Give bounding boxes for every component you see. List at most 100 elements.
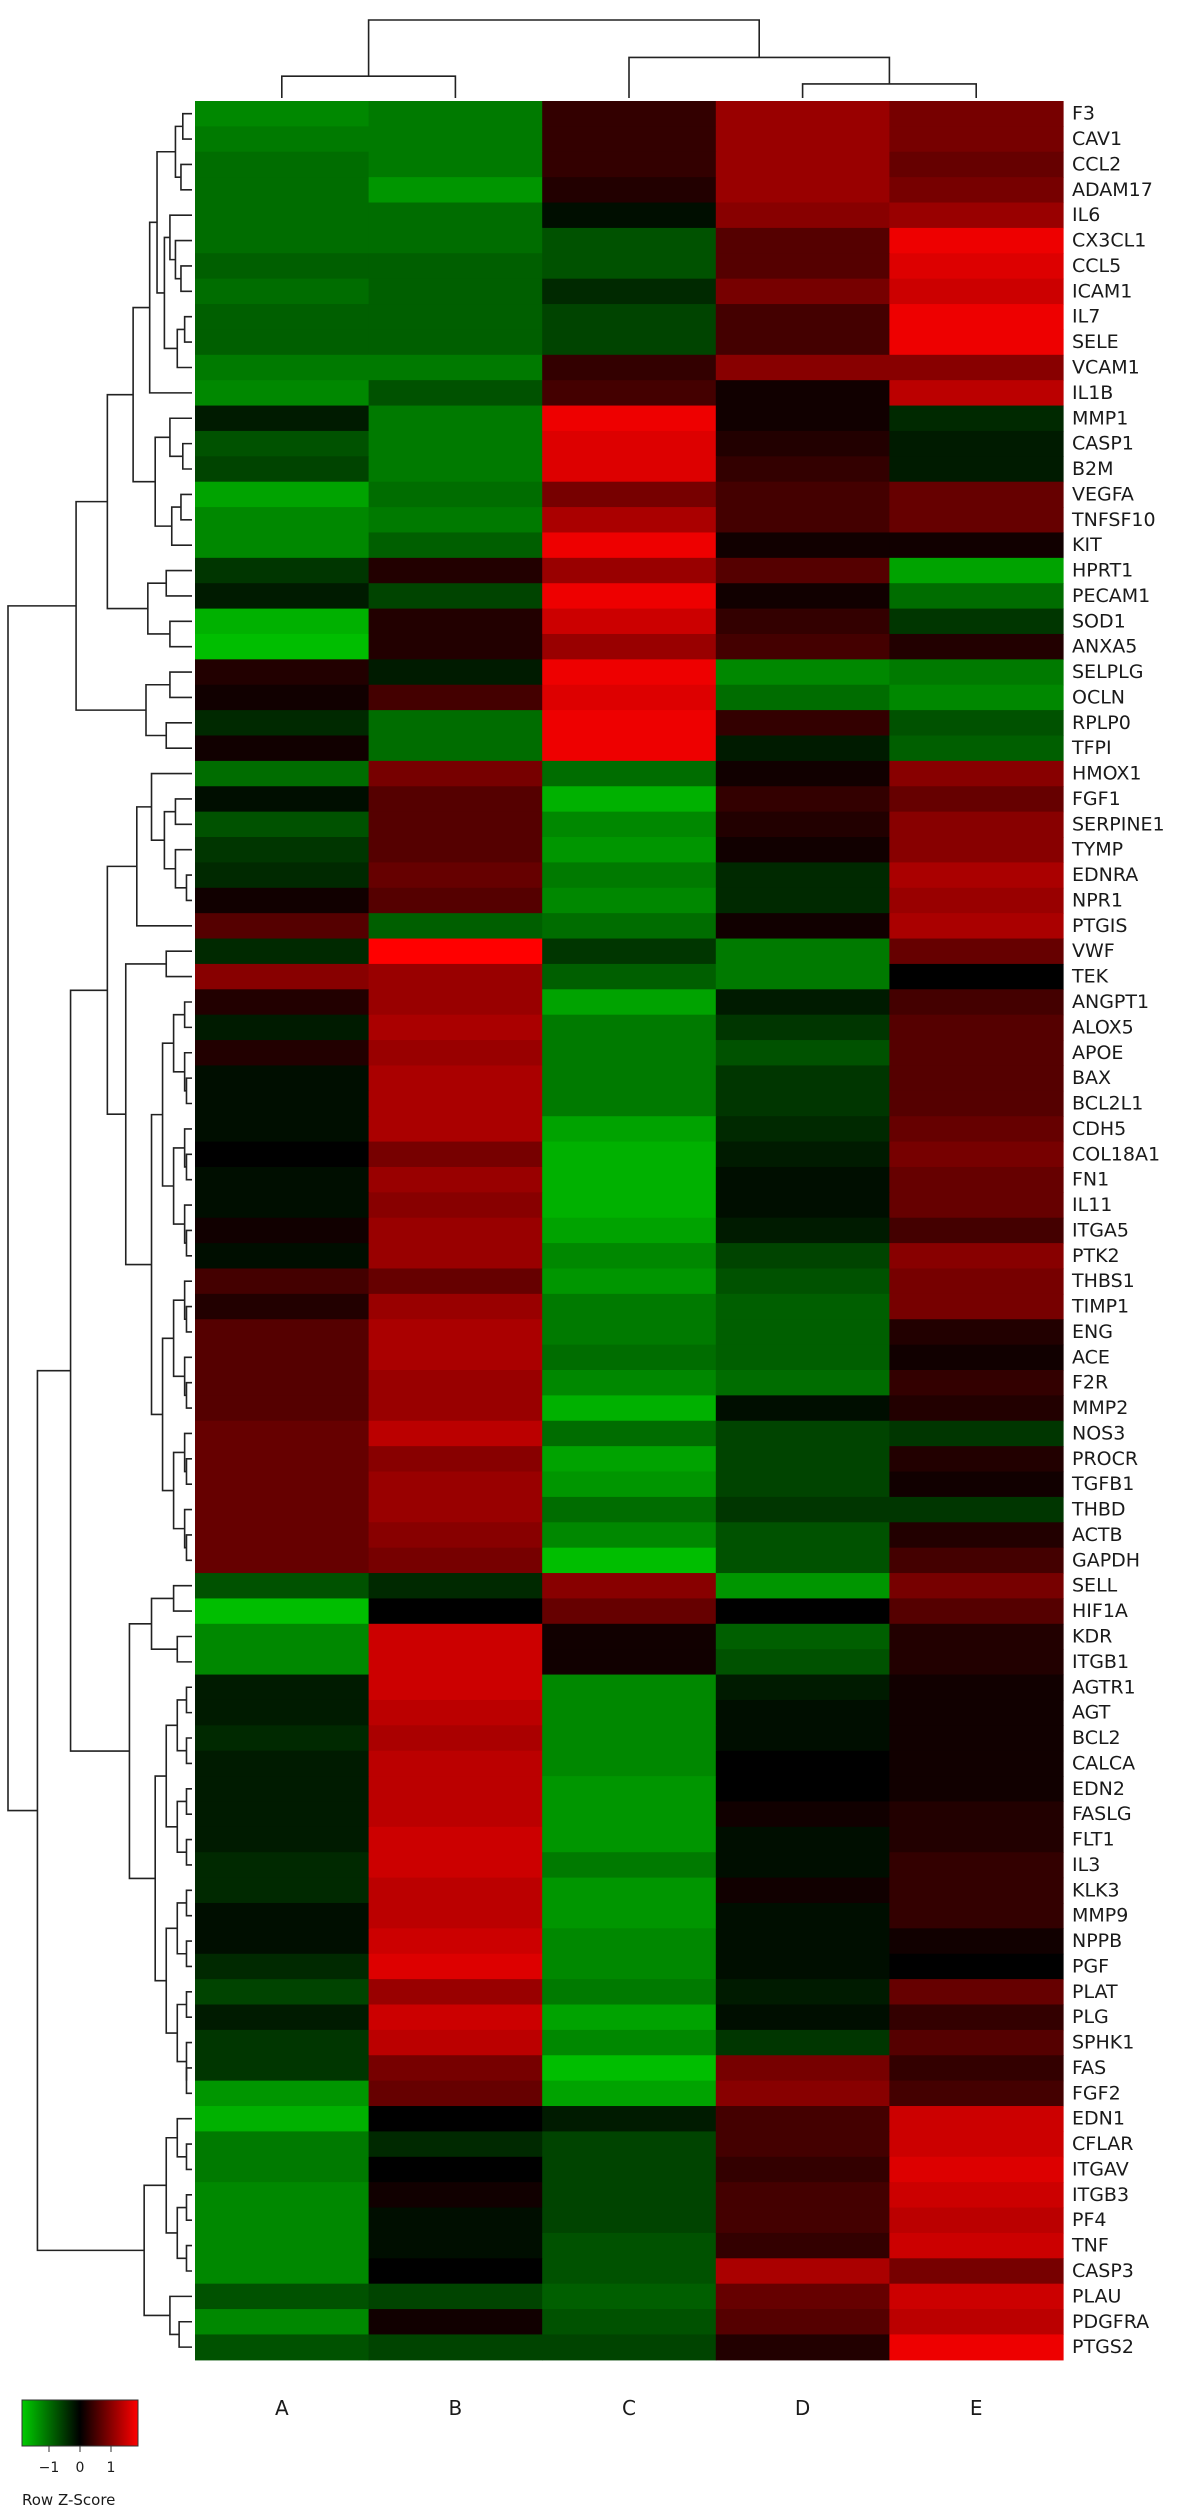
- row-dendrogram-link: [170, 506, 192, 546]
- heatmap-cell: [195, 1902, 370, 1929]
- row-dendrogram-link: [176, 2117, 192, 2158]
- row-dendrogram-link: [180, 265, 192, 293]
- heatmap-cell: [889, 862, 1064, 889]
- row-dendrogram-link: [174, 239, 192, 280]
- row-label: CAV1: [1072, 128, 1122, 150]
- heatmap-cell: [889, 887, 1064, 914]
- heatmap-cell: [542, 1953, 717, 1980]
- heatmap-cell: [715, 1699, 890, 1726]
- heatmap-cell: [715, 1090, 890, 1117]
- heatmap-cell: [889, 2106, 1064, 2132]
- heatmap-cell: [715, 1040, 890, 1067]
- heatmap-cell: [195, 1243, 370, 1270]
- row-dendrogram-link: [185, 1534, 192, 1562]
- row-dendrogram: [7, 112, 192, 2348]
- heatmap-cell: [889, 557, 1064, 584]
- heatmap-cell: [368, 278, 543, 305]
- heatmap-cell: [889, 1293, 1064, 1320]
- row-label: F3: [1072, 103, 1095, 125]
- heatmap-cell: [542, 532, 717, 559]
- row-label: COL18A1: [1072, 1143, 1160, 1165]
- heatmap-cell: [368, 532, 543, 559]
- heatmap-cell: [542, 1319, 717, 1346]
- heatmap-cell: [195, 2232, 370, 2259]
- heatmap-cell: [889, 507, 1064, 534]
- heatmap-cell: [542, 659, 717, 686]
- heatmap-cell: [195, 1040, 370, 1067]
- row-dendrogram-link: [106, 393, 148, 610]
- row-dendrogram-link: [106, 865, 137, 1116]
- heatmap-cell: [889, 1649, 1064, 1676]
- heatmap-cell: [889, 1040, 1064, 1067]
- color-key-label: Row Z-Score: [22, 2491, 115, 2509]
- row-dendrogram-link: [185, 2067, 192, 2095]
- row-dendrogram-link: [172, 1451, 185, 1530]
- row-dendrogram-link: [185, 874, 192, 902]
- heatmap-cell: [542, 1547, 717, 1574]
- row-label: HPRT1: [1072, 560, 1133, 582]
- row-dendrogram-link: [176, 1902, 187, 1955]
- heatmap-cell: [715, 2004, 890, 2031]
- heatmap-cell: [715, 684, 890, 711]
- heatmap-cell: [195, 2106, 370, 2132]
- heatmap-cell: [715, 2106, 890, 2132]
- heatmap-cell: [889, 1090, 1064, 1117]
- heatmap-cell: [542, 1471, 717, 1498]
- row-dendrogram-link: [185, 1229, 192, 1257]
- heatmap-cell: [542, 887, 717, 914]
- heatmap-cell: [195, 1471, 370, 1498]
- heatmap-cell: [542, 430, 717, 457]
- heatmap-cell: [542, 1293, 717, 1320]
- heatmap-cell: [715, 913, 890, 940]
- heatmap-cell: [889, 304, 1064, 331]
- row-labels: F3 CAV1 CCL2 ADAM17 IL6 CX3CL1 CCL5 ICAM1 IL7 SEL…: [1071, 103, 1165, 2358]
- row-label: PTGS2: [1072, 2336, 1134, 2358]
- heatmap-cell: [195, 963, 370, 990]
- heatmap-cell: [542, 2283, 717, 2310]
- row-dendrogram-link: [69, 989, 130, 1752]
- row-dendrogram-link: [163, 810, 176, 870]
- heatmap-cell: [195, 1420, 370, 1447]
- heatmap-cell: [715, 1395, 890, 1422]
- row-label: VWF: [1072, 940, 1115, 962]
- heatmap-cell: [195, 1573, 370, 1600]
- heatmap-cell: [542, 1725, 717, 1752]
- row-label: EDN2: [1072, 1778, 1125, 1800]
- heatmap-cell: [889, 1902, 1064, 1929]
- heatmap-cell: [368, 837, 543, 863]
- column-label: B: [449, 2396, 463, 2420]
- heatmap-cell: [715, 938, 890, 965]
- heatmap-cell: [195, 989, 370, 1016]
- row-label: ALOX5: [1072, 1016, 1134, 1038]
- heatmap-cell: [715, 151, 890, 178]
- row-dendrogram-link: [183, 1001, 192, 1029]
- row-label: IL6: [1072, 204, 1100, 226]
- heatmap-cell: [195, 938, 370, 965]
- row-dendrogram-link: [185, 2041, 192, 2081]
- heatmap-cell: [542, 329, 717, 356]
- heatmap-cell: [195, 735, 370, 762]
- heatmap-cell: [715, 1268, 890, 1295]
- heatmap-cell: [889, 1116, 1064, 1143]
- heatmap-cell: [889, 1877, 1064, 1904]
- heatmap-cell: [368, 1420, 543, 1447]
- heatmap-cell: [542, 1674, 717, 1701]
- heatmap-cell: [368, 659, 543, 686]
- row-dendrogram-link: [165, 950, 192, 978]
- heatmap-cell: [542, 1649, 717, 1676]
- heatmap-cell: [368, 2055, 543, 2082]
- row-label: APOE: [1072, 1042, 1123, 1064]
- heatmap-cell: [195, 1928, 370, 1955]
- heatmap-cell: [195, 2182, 370, 2209]
- heatmap-cell: [889, 1370, 1064, 1396]
- heatmap-cell: [889, 1573, 1064, 1600]
- heatmap-cell: [542, 1268, 717, 1295]
- heatmap-cell: [195, 1014, 370, 1041]
- heatmap-cell: [368, 1217, 543, 1244]
- heatmap-cell: [195, 710, 370, 737]
- heatmap-cell: [889, 2182, 1064, 2209]
- row-label: SERPINE1: [1072, 813, 1165, 835]
- heatmap-cell: [368, 227, 543, 254]
- heatmap-cell: [889, 430, 1064, 457]
- heatmap-cell: [368, 1979, 543, 2006]
